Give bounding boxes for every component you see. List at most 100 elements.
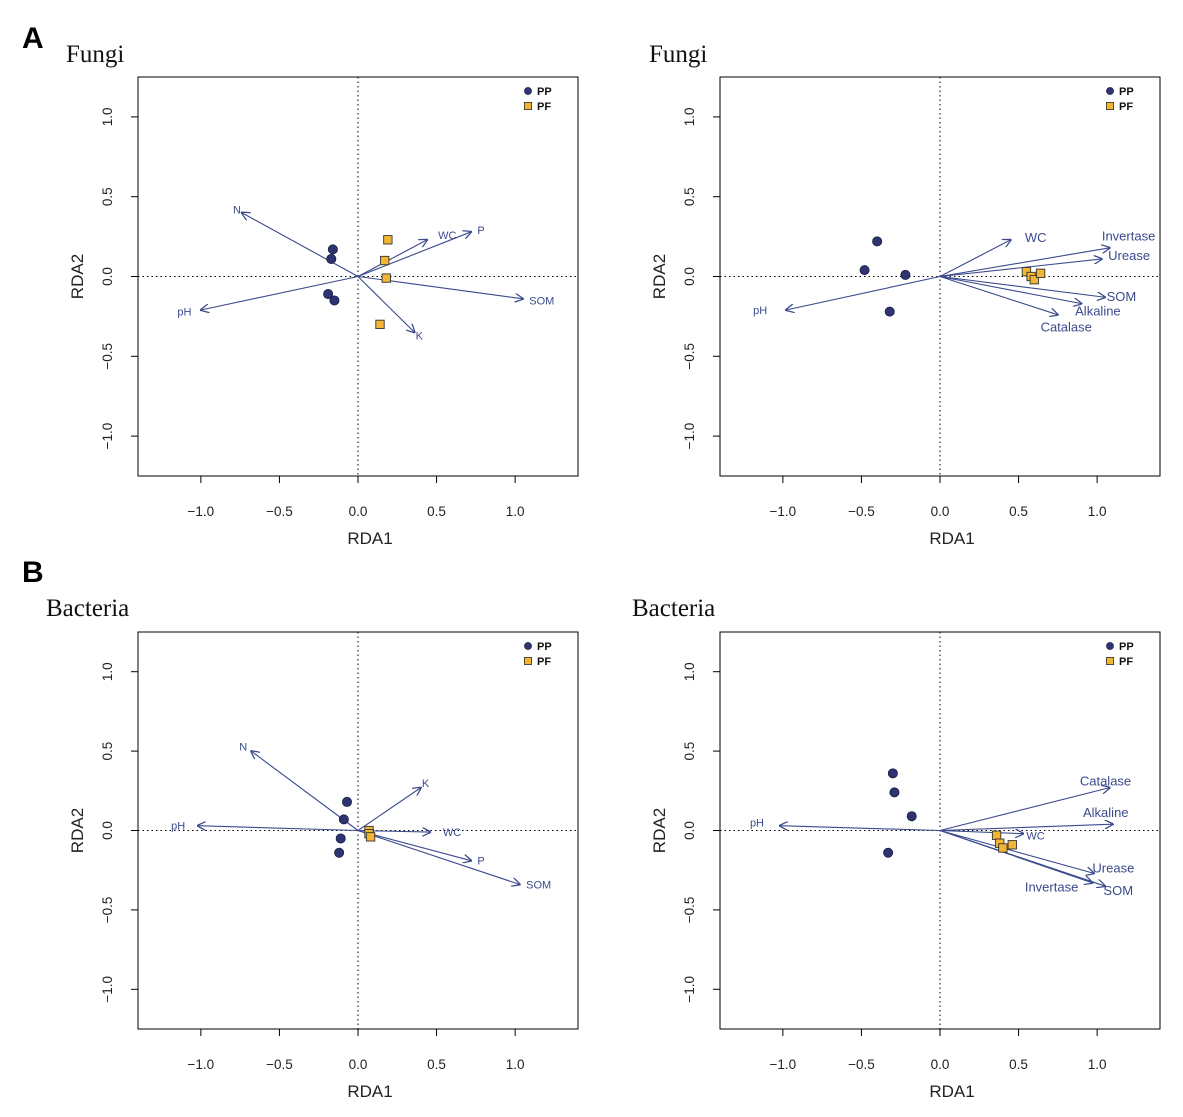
legend-label-pp: PP <box>1119 86 1134 98</box>
vector-label-som: SOM <box>1107 289 1137 304</box>
x-tick-label: 1.0 <box>506 1057 525 1072</box>
x-tick-label: 0.5 <box>1009 1057 1028 1072</box>
point-pf <box>365 832 376 842</box>
point-pf <box>998 843 1008 853</box>
x-tick-label: 0.5 <box>1009 504 1028 519</box>
chart-title: Fungi <box>66 41 124 68</box>
point-pp <box>335 833 346 844</box>
vector-label-urease: Urease <box>1108 248 1150 263</box>
vector-arrow-som <box>939 275 1105 298</box>
vector-arrow-alkaline <box>939 275 1081 304</box>
x-axis-label: RDA1 <box>347 1082 392 1101</box>
vector-label-ph: pH <box>171 821 185 833</box>
rda-chart-2: Fungi −1.0 −0.5 0.0 0.5 1.0 −1.0 −0.5 0.0 0.5 1.0 R… <box>649 41 1161 548</box>
y-axis-label: RDA2 <box>650 254 669 299</box>
y-axis-label: RDA2 <box>68 254 87 299</box>
vector-arrow-urease <box>939 259 1102 278</box>
vector-label-catalase: Catalase <box>1041 320 1092 335</box>
vector-arrow-catalase <box>939 275 1058 315</box>
y-tick-label: −0.5 <box>682 343 697 370</box>
y-tick-label: 1.0 <box>682 662 697 681</box>
vector-label-n: N <box>233 204 241 216</box>
rda-chart-1: Fungi −1.0 −0.5 0.0 0.5 1.0 −1.0 −0.5 0.0 0.5 1.0 R… <box>66 41 579 548</box>
point-pp <box>887 768 898 779</box>
vector-label-alkaline: Alkaline <box>1075 304 1121 319</box>
y-tick-label: 1.0 <box>682 108 697 127</box>
y-tick-label: −1.0 <box>682 976 697 1003</box>
vector-label-wc: WC <box>438 230 456 242</box>
legend-label-pf: PF <box>1119 656 1133 668</box>
legend-label-pp: PP <box>537 641 552 653</box>
vector-label-invertase: Invertase <box>1102 229 1155 244</box>
point-pf <box>1007 840 1017 850</box>
x-axis-label: RDA1 <box>347 529 392 548</box>
vector-label-ph: pH <box>750 818 764 830</box>
vector-label-n: N <box>239 741 247 753</box>
point-pf <box>991 830 1002 840</box>
x-axis-label: RDA1 <box>929 1082 974 1101</box>
legend-marker-pf <box>1106 657 1115 666</box>
vector-arrow-wc <box>357 240 427 277</box>
y-tick-label: 1.0 <box>100 108 115 127</box>
legend-marker-pp <box>524 87 532 95</box>
vector-label-invertase: Invertase <box>1025 880 1078 895</box>
x-tick-label: 0.0 <box>349 504 368 519</box>
vector-label-wc: WC <box>443 827 461 839</box>
chart-title: Bacteria <box>46 595 129 622</box>
vector-label-p: P <box>477 225 484 237</box>
y-axis-label: RDA2 <box>650 808 669 853</box>
charts-group: Fungi −1.0 −0.5 0.0 0.5 1.0 −1.0 −0.5 0.0 0.5 1.0 R… <box>46 41 1161 1101</box>
legend-label-pf: PF <box>537 101 551 113</box>
x-tick-label: 0.5 <box>427 1057 446 1072</box>
point-pp <box>889 787 900 798</box>
chart-title: Bacteria <box>632 595 715 622</box>
vector-arrow-p <box>357 232 471 278</box>
x-tick-label: −0.5 <box>848 1057 875 1072</box>
vector-arrow-alkaline <box>939 824 1113 832</box>
legend-marker-pp <box>1106 642 1114 650</box>
point-pp <box>323 289 334 300</box>
x-tick-label: 0.0 <box>931 1057 950 1072</box>
y-tick-label: 0.0 <box>682 267 697 286</box>
x-tick-label: 0.0 <box>931 504 950 519</box>
y-tick-label: −0.5 <box>100 343 115 370</box>
point-pf <box>1035 268 1046 278</box>
vector-arrow-ph <box>198 826 359 832</box>
legend-marker-pf <box>524 657 533 666</box>
x-tick-label: −0.5 <box>266 1057 293 1072</box>
point-pf <box>1021 267 1032 277</box>
vector-label-som: SOM <box>1103 883 1133 898</box>
x-tick-label: −0.5 <box>848 504 875 519</box>
legend-label-pf: PF <box>537 656 551 668</box>
vector-label-k: K <box>422 778 430 790</box>
point-pp <box>859 265 870 276</box>
x-tick-label: 1.0 <box>1088 504 1107 519</box>
vector-arrow-ph <box>780 826 941 832</box>
point-pf <box>383 235 393 245</box>
vector-arrow-wc <box>939 831 1023 834</box>
panel-letter-a: A <box>22 22 44 55</box>
y-tick-label: 0.5 <box>100 187 115 206</box>
point-pp <box>341 796 352 807</box>
point-pp <box>334 847 345 858</box>
x-tick-label: −1.0 <box>770 1057 797 1072</box>
vector-label-k: K <box>416 331 424 343</box>
point-pp <box>338 814 349 825</box>
rda-chart-4: Bacteria −1.0 −0.5 0.0 0.5 1.0 −1.0 −0.5 0.0 0.5 1… <box>632 595 1161 1101</box>
point-pp <box>883 847 894 858</box>
x-tick-label: −1.0 <box>188 1057 215 1072</box>
legend-label-pf: PF <box>1119 101 1133 113</box>
y-tick-label: 1.0 <box>100 662 115 681</box>
x-axis-label: RDA1 <box>929 529 974 548</box>
y-tick-label: 0.0 <box>100 267 115 286</box>
y-tick-label: −1.0 <box>682 423 697 450</box>
vector-arrow-wc <box>939 240 1011 277</box>
y-tick-label: 0.5 <box>682 742 697 761</box>
y-tick-label: 0.0 <box>682 821 697 840</box>
chart-title: Fungi <box>649 41 707 68</box>
y-tick-label: 0.5 <box>682 187 697 206</box>
y-tick-label: 0.0 <box>100 821 115 840</box>
x-tick-label: 1.0 <box>1088 1057 1107 1072</box>
point-pp <box>326 253 337 264</box>
